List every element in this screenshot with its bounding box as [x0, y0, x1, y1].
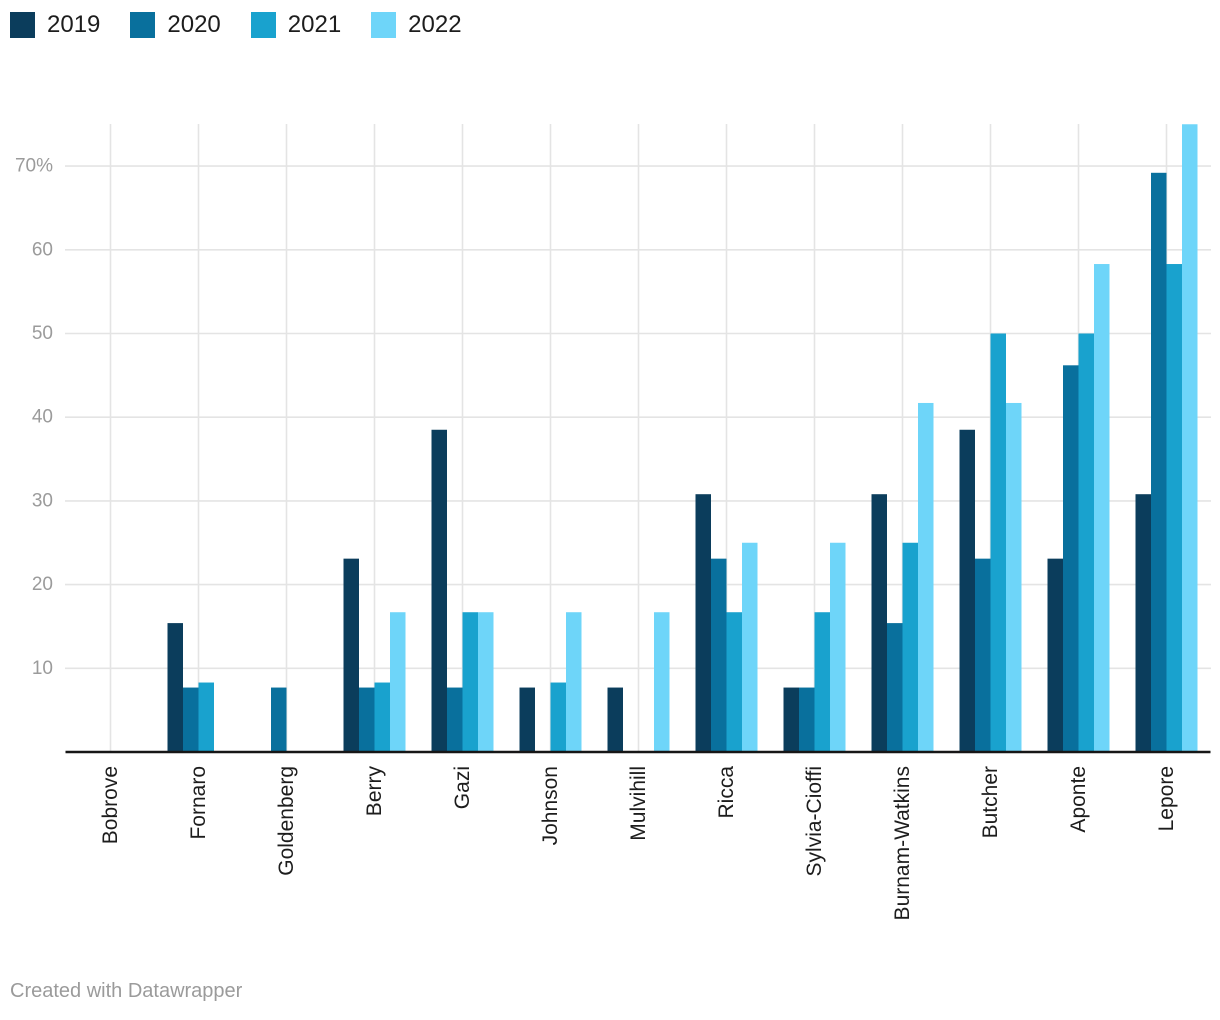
bar-Fornaro-2021[interactable]: [198, 682, 215, 752]
bar-Gazi-2020[interactable]: [447, 687, 463, 752]
x-axis-category-label-Butcher: Butcher: [979, 766, 1002, 838]
legend-label-2022: 2022: [408, 11, 462, 38]
legend-item-2020: 2020: [130, 11, 221, 38]
x-axis-category-label-Mulvihill: Mulvihill: [627, 766, 650, 841]
bar-Lepore-2020[interactable]: [1151, 172, 1167, 752]
bar-Lepore-2021[interactable]: [1166, 264, 1183, 752]
bar-Sylvia-Cioffi-2019[interactable]: [783, 687, 800, 752]
x-axis-category-label-Fornaro: Fornaro: [187, 766, 210, 840]
bar-Butcher-2019[interactable]: [959, 429, 976, 752]
legend-swatch-2020: [130, 12, 156, 38]
legend-item-2019: 2019: [10, 12, 100, 38]
bar-Sylvia-Cioffi-2020[interactable]: [799, 687, 815, 752]
legend-item-2022: 2022: [371, 11, 462, 38]
y-axis-tick-label: 30: [32, 490, 53, 511]
bar-Gazi-2021[interactable]: [462, 612, 479, 752]
legend-swatch-2019: [10, 12, 35, 38]
bar-Johnson-2019[interactable]: [519, 687, 536, 752]
bar-Burnam-Watkins-2019[interactable]: [871, 494, 888, 752]
y-axis-tick-label: 50: [32, 323, 53, 344]
attribution-text: Created with Datawrapper: [10, 980, 243, 1002]
bar-Burnam-Watkins-2020[interactable]: [887, 623, 903, 752]
bar-Lepore-2019[interactable]: [1135, 494, 1152, 752]
bar-Butcher-2021[interactable]: [990, 333, 1007, 753]
y-axis-tick-label: 20: [32, 574, 53, 595]
x-axis-category-label-Gazi: Gazi: [451, 766, 474, 809]
bar-Aponte-2020[interactable]: [1063, 365, 1079, 752]
bar-Sylvia-Cioffi-2021[interactable]: [814, 612, 831, 752]
bar-Berry-2019[interactable]: [343, 558, 360, 752]
bar-Aponte-2022[interactable]: [1094, 264, 1110, 752]
legend-swatch-2021: [250, 12, 276, 38]
bar-Fornaro-2019[interactable]: [167, 623, 184, 752]
bar-Aponte-2019[interactable]: [1047, 558, 1064, 752]
y-axis-tick-label: 70%: [15, 156, 53, 177]
bar-Aponte-2021[interactable]: [1078, 333, 1095, 753]
bar-Lepore-2022[interactable]: [1182, 124, 1198, 752]
x-axis-category-label-Goldenberg: Goldenberg: [275, 766, 298, 876]
legend: 2019 2020 2021 2022: [10, 12, 462, 38]
bar-Berry-2022[interactable]: [390, 612, 406, 752]
x-axis-category-label-Berry: Berry: [363, 766, 386, 817]
legend-item-2021: 2021: [250, 11, 342, 38]
x-axis-category-label-Sylvia-Cioffi: Sylvia-Cioffi: [803, 766, 826, 876]
x-axis-category-label-Ricca: Ricca: [715, 766, 738, 819]
bar-Burnam-Watkins-2022[interactable]: [918, 402, 934, 752]
bar-Mulvihill-2022[interactable]: [654, 612, 670, 752]
bar-Goldenberg-2020[interactable]: [271, 687, 287, 752]
x-axis-category-label-Lepore: Lepore: [1155, 766, 1178, 831]
y-axis-tick-label: 60: [32, 239, 53, 260]
bar-Ricca-2019[interactable]: [695, 494, 712, 752]
bar-Butcher-2020[interactable]: [975, 558, 991, 752]
y-axis-tick-label: 40: [32, 407, 53, 428]
bar-Ricca-2021[interactable]: [726, 612, 743, 752]
bar-Mulvihill-2019[interactable]: [607, 687, 624, 752]
x-axis-category-label-Bobrove: Bobrove: [99, 766, 122, 844]
bar-Gazi-2019[interactable]: [431, 429, 448, 752]
bar-Burnam-Watkins-2021[interactable]: [902, 542, 919, 752]
bar-Johnson-2022[interactable]: [566, 612, 582, 752]
legend-swatch-2022: [371, 12, 397, 38]
legend-label-2020: 2020: [167, 11, 221, 38]
x-axis-category-label-Aponte: Aponte: [1067, 766, 1090, 833]
bar-Sylvia-Cioffi-2022[interactable]: [830, 542, 846, 752]
legend-label-2019: 2019: [47, 11, 101, 38]
bar-Gazi-2022[interactable]: [478, 612, 494, 752]
bar-Berry-2021[interactable]: [374, 682, 391, 752]
bar-Fornaro-2020[interactable]: [183, 687, 199, 752]
x-axis-category-label-Johnson: Johnson: [539, 766, 562, 845]
bar-Ricca-2022[interactable]: [742, 542, 758, 752]
x-axis-category-label-Burnam-Watkins: Burnam-Watkins: [891, 766, 914, 920]
y-axis-tick-label: 10: [32, 658, 53, 679]
bar-Johnson-2021[interactable]: [550, 682, 567, 752]
bar-Berry-2020[interactable]: [359, 687, 375, 752]
bar-Butcher-2022[interactable]: [1006, 402, 1022, 752]
legend-label-2021: 2021: [287, 11, 342, 38]
bar-Ricca-2020[interactable]: [711, 558, 727, 752]
